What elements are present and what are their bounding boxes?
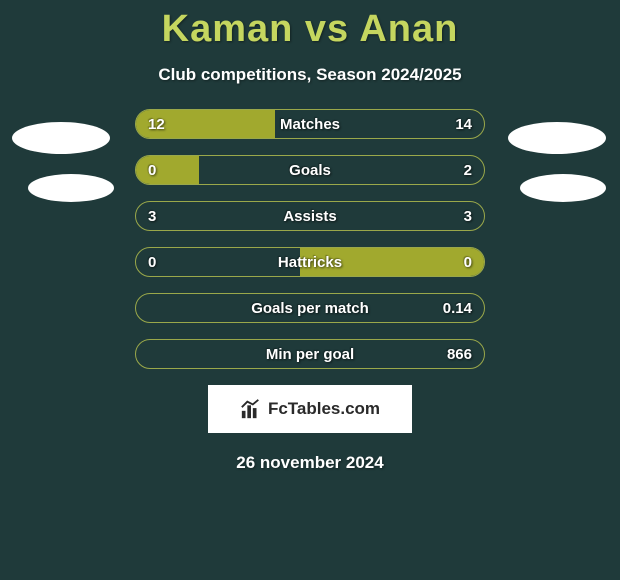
stat-label: Assists xyxy=(136,202,484,231)
brand-label: FcTables.com xyxy=(268,399,380,419)
stat-row: Min per goal866 xyxy=(135,339,485,369)
stat-value-right: 866 xyxy=(447,340,472,369)
subtitle: Club competitions, Season 2024/2025 xyxy=(0,65,620,85)
stat-row: 0Goals2 xyxy=(135,155,485,185)
stat-label: Goals xyxy=(136,156,484,185)
team-right-oval-1 xyxy=(508,122,606,154)
team-left-oval-1 xyxy=(12,122,110,154)
date-line: 26 november 2024 xyxy=(0,453,620,473)
page-title: Kaman vs Anan xyxy=(0,0,620,51)
stat-label: Goals per match xyxy=(136,294,484,323)
team-left-oval-2 xyxy=(28,174,114,202)
bar-chart-icon xyxy=(240,398,262,420)
stat-row: Goals per match0.14 xyxy=(135,293,485,323)
stat-value-right: 3 xyxy=(464,202,472,231)
stat-value-right: 2 xyxy=(464,156,472,185)
stat-label: Hattricks xyxy=(136,248,484,277)
stat-label: Min per goal xyxy=(136,340,484,369)
stat-value-right: 0 xyxy=(464,248,472,277)
stat-row: 0Hattricks0 xyxy=(135,247,485,277)
stat-value-right: 0.14 xyxy=(443,294,472,323)
stat-row: 12Matches14 xyxy=(135,109,485,139)
stat-row: 3Assists3 xyxy=(135,201,485,231)
brand-box: FcTables.com xyxy=(208,385,412,433)
stat-label: Matches xyxy=(136,110,484,139)
stat-value-right: 14 xyxy=(455,110,472,139)
team-right-oval-2 xyxy=(520,174,606,202)
